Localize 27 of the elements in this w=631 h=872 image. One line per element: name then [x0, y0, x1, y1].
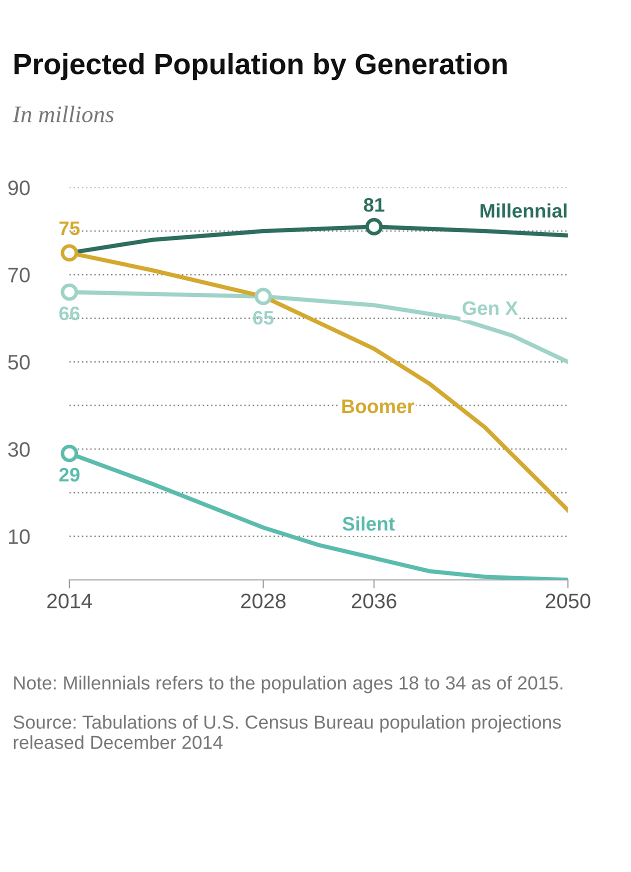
- chart-title: Projected Population by Generation: [14, 52, 507, 80]
- series-label: Silent: [342, 516, 395, 531]
- x-tick-label: 2050: [546, 594, 590, 608]
- y-tick-label: 50: [8, 354, 30, 370]
- text: Note: Millennials refers to the population ages 18 to 34 as of 2015.: [14, 676, 562, 694]
- data-label: 29: [59, 468, 80, 482]
- point: [60, 283, 78, 301]
- chart-subtitle: In millions: [12, 106, 114, 122]
- x-tick-label: 2028: [241, 594, 286, 608]
- data-label: 66: [59, 306, 80, 320]
- series-label: Millennial: [480, 203, 567, 218]
- point: [60, 244, 78, 262]
- data-label: 81: [364, 198, 384, 212]
- point: [60, 444, 78, 462]
- source-note: Source: Tabulations of U.S. Census Bureau population projections released December 2014: [13, 715, 561, 750]
- x-tick-label: 2036: [352, 594, 396, 608]
- y-tick-label: 90: [8, 180, 30, 196]
- series-label: Boomer: [342, 400, 414, 414]
- y-tick-label: 30: [8, 442, 30, 457]
- y-tick-label: 10: [8, 529, 30, 544]
- data-label: 65: [253, 310, 274, 325]
- data-label: 75: [59, 222, 80, 236]
- y-tick-label: 70: [8, 268, 30, 282]
- point: [365, 218, 383, 236]
- x-tick-label: 2014: [47, 594, 92, 608]
- series-label: Gen X: [462, 301, 518, 316]
- point: [254, 288, 272, 306]
